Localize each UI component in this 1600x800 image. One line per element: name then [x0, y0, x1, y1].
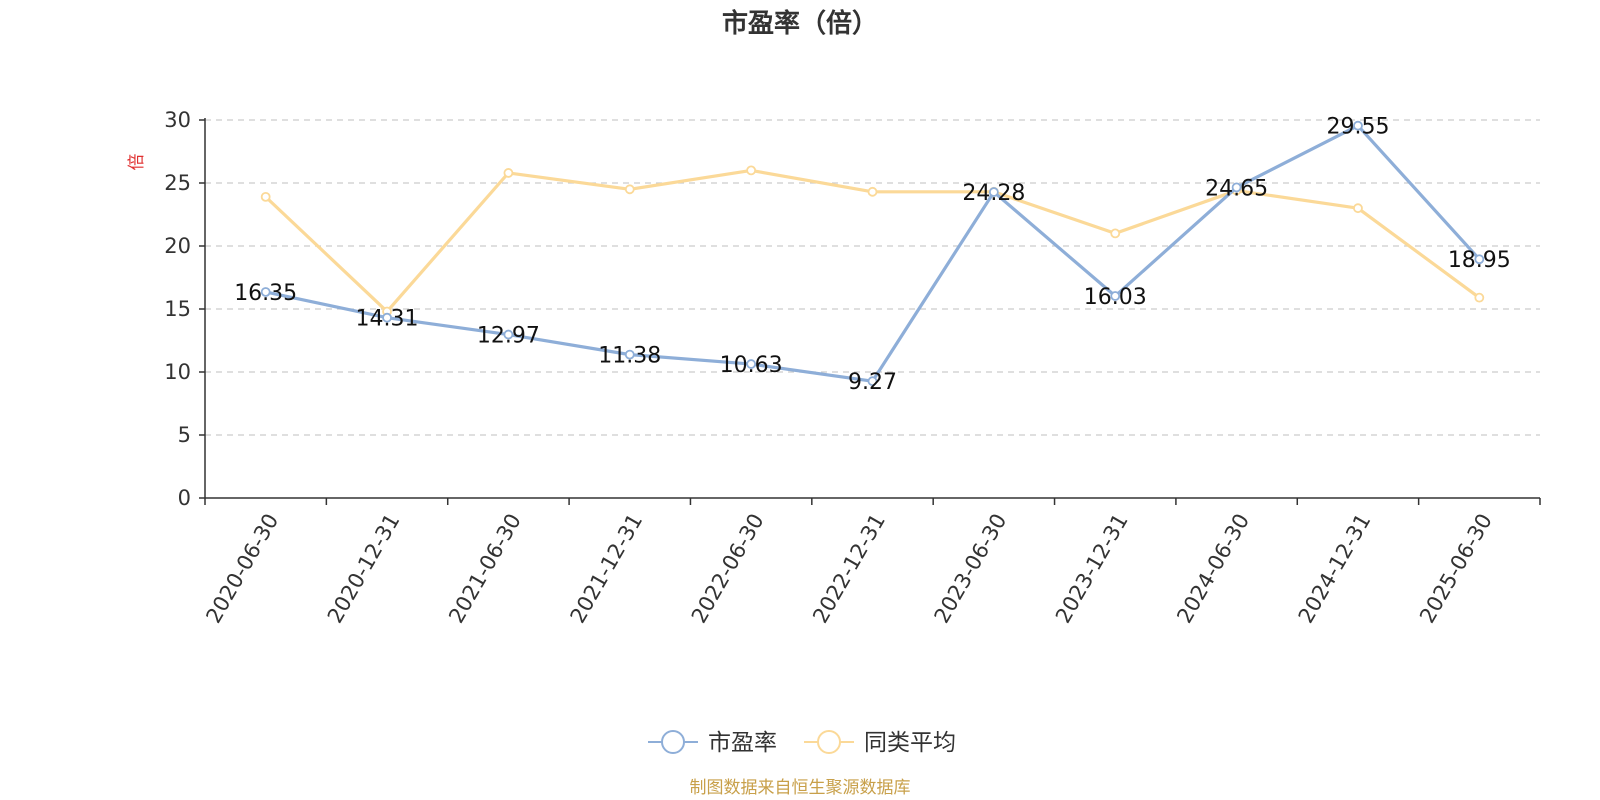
legend-label: 同类平均	[864, 730, 956, 756]
y-axis-unit-label: 倍	[127, 154, 147, 171]
data-point-0[interactable]	[1231, 182, 1242, 193]
data-label: 18.95	[1448, 248, 1511, 273]
data-label: 14.31	[356, 307, 419, 332]
data-label: 29.55	[1326, 115, 1389, 140]
data-point-1[interactable]	[746, 165, 757, 176]
y-tick-label: 25	[164, 171, 191, 195]
data-label: 24.28	[962, 181, 1025, 206]
x-tick-label: 2020-12-31	[323, 509, 405, 627]
y-tick-label: 30	[164, 108, 191, 132]
data-label: 10.63	[720, 353, 783, 378]
y-tick-label: 20	[164, 234, 191, 258]
x-tick-label: 2020-06-30	[201, 510, 283, 628]
y-tick-label: 15	[164, 297, 191, 321]
source-note: 制图数据来自恒生聚源数据库	[690, 778, 911, 798]
data-point-1[interactable]	[260, 191, 271, 202]
data-point-0[interactable]	[988, 187, 999, 197]
y-tick-label: 5	[178, 423, 191, 447]
data-label: 24.65	[1205, 176, 1268, 201]
x-tick-label: 2023-12-31	[1051, 510, 1133, 628]
data-point-1[interactable]	[503, 168, 514, 178]
legend-marker	[817, 730, 841, 754]
data-labels: 16.35 14.31 12.97 11.38 10.63 9.27 24.28 16.03 2…	[234, 115, 1511, 396]
legend-label: 市盈率	[708, 730, 777, 756]
y-tick-label: 0	[178, 486, 191, 510]
x-tick-label: 2021-12-31	[565, 510, 647, 628]
x-tick-label: 2021-06-30	[444, 510, 526, 628]
data-point-0[interactable]	[624, 349, 635, 360]
data-point-0[interactable]	[260, 287, 271, 297]
legend-item-1[interactable]: 同类平均	[804, 730, 956, 756]
x-tick-label: 2025-06-30	[1415, 510, 1497, 628]
data-point-0[interactable]	[746, 359, 757, 369]
data-label: 12.97	[477, 324, 540, 349]
data-point-0[interactable]	[1110, 291, 1121, 301]
data-label: 9.27	[848, 370, 897, 395]
data-point-1[interactable]	[624, 184, 635, 195]
data-point-1[interactable]	[1474, 292, 1485, 303]
data-point-0[interactable]	[382, 312, 392, 323]
axes: 0 5 10 15 20 25 30 2020-06-30 2020-12-31 2021-06-…	[164, 108, 1541, 628]
x-tick-label: 2022-06-30	[687, 510, 769, 628]
x-tick-label: 2024-12-31	[1294, 510, 1376, 628]
data-point-0[interactable]	[867, 376, 878, 387]
grid-lines	[205, 119, 1540, 436]
x-tick-label: 2023-06-30	[930, 510, 1012, 628]
data-label: 11.38	[598, 344, 661, 369]
data-point-1[interactable]	[1353, 203, 1363, 214]
x-tick-label: 2024-06-30	[1172, 510, 1254, 628]
series-line-0	[265, 124, 1481, 383]
data-label: 16.03	[1084, 285, 1147, 310]
data-point-0[interactable]	[1353, 120, 1363, 131]
data-point-1[interactable]	[1110, 228, 1121, 239]
data-point-0[interactable]	[503, 329, 514, 340]
y-tick-label: 10	[164, 360, 191, 384]
legend[interactable]: 市盈率 同类平均	[648, 730, 956, 756]
data-point-0[interactable]	[1474, 254, 1485, 265]
data-point-1[interactable]	[867, 186, 878, 197]
data-label: 16.35	[234, 281, 297, 306]
legend-item-0[interactable]: 市盈率	[648, 730, 777, 756]
chart-title: 市盈率（倍）	[722, 8, 878, 39]
series-lines	[260, 120, 1485, 387]
legend-marker	[661, 730, 685, 754]
x-tick-label: 2022-12-31	[808, 510, 890, 628]
